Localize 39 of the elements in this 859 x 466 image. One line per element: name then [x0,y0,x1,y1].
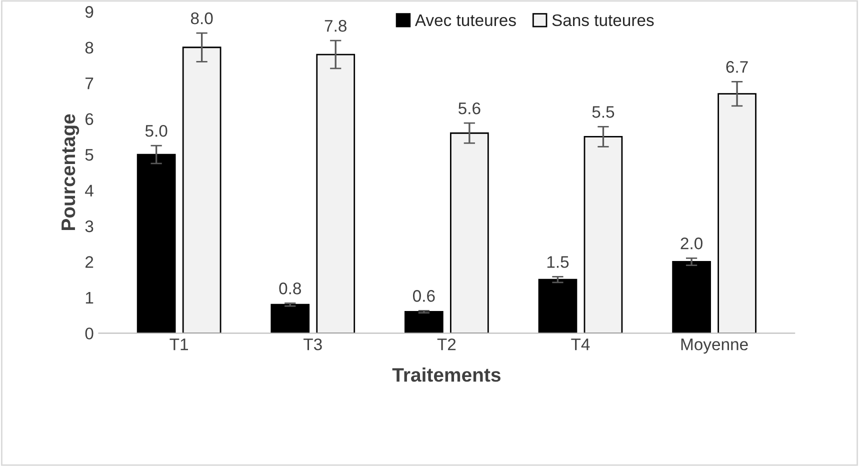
y-tick-label: 2 [85,256,94,268]
data-label: 5.0 [145,124,168,137]
data-label: 0.6 [413,290,435,302]
bar [270,304,310,334]
legend-label: Avec tuteures [414,14,516,26]
x-tick-label: T4 [571,338,590,350]
x-tick-label: T2 [437,338,456,350]
x-axis-title: Traitements [392,367,500,382]
bar [182,46,222,334]
bar [404,311,444,334]
x-tick-label: T1 [170,338,188,350]
y-tick-label: 1 [86,292,94,304]
bar [316,54,356,334]
bar [136,154,176,334]
data-label: 5.6 [458,102,480,114]
data-label: 2.0 [680,238,702,250]
y-tick-label: 9 [85,6,94,18]
bar [538,278,578,334]
y-tick-label: 4 [85,184,94,196]
bar [718,93,756,334]
data-label: 7.8 [324,20,346,32]
bar [450,132,489,334]
y-tick-label: 6 [86,113,94,126]
x-tick-label: T3 [304,338,322,350]
data-label: 8.0 [190,12,213,24]
data-label: 5.5 [592,106,614,118]
y-tick-label: 8 [85,42,94,54]
legend-label: Sans tuteures [552,14,654,26]
data-label: 0.8 [279,282,301,294]
y-tick-label: 3 [85,220,94,232]
y-tick-label: 7 [86,78,94,90]
data-label: 6.7 [726,61,748,73]
bar [672,261,711,334]
y-tick-label: 0 [85,328,94,340]
bar [584,136,623,334]
x-tick-label: Moyenne [681,338,748,354]
y-tick-label: 5 [85,149,94,161]
data-label: 1.5 [547,256,569,268]
y-axis-title: Pourcentage [62,114,80,230]
